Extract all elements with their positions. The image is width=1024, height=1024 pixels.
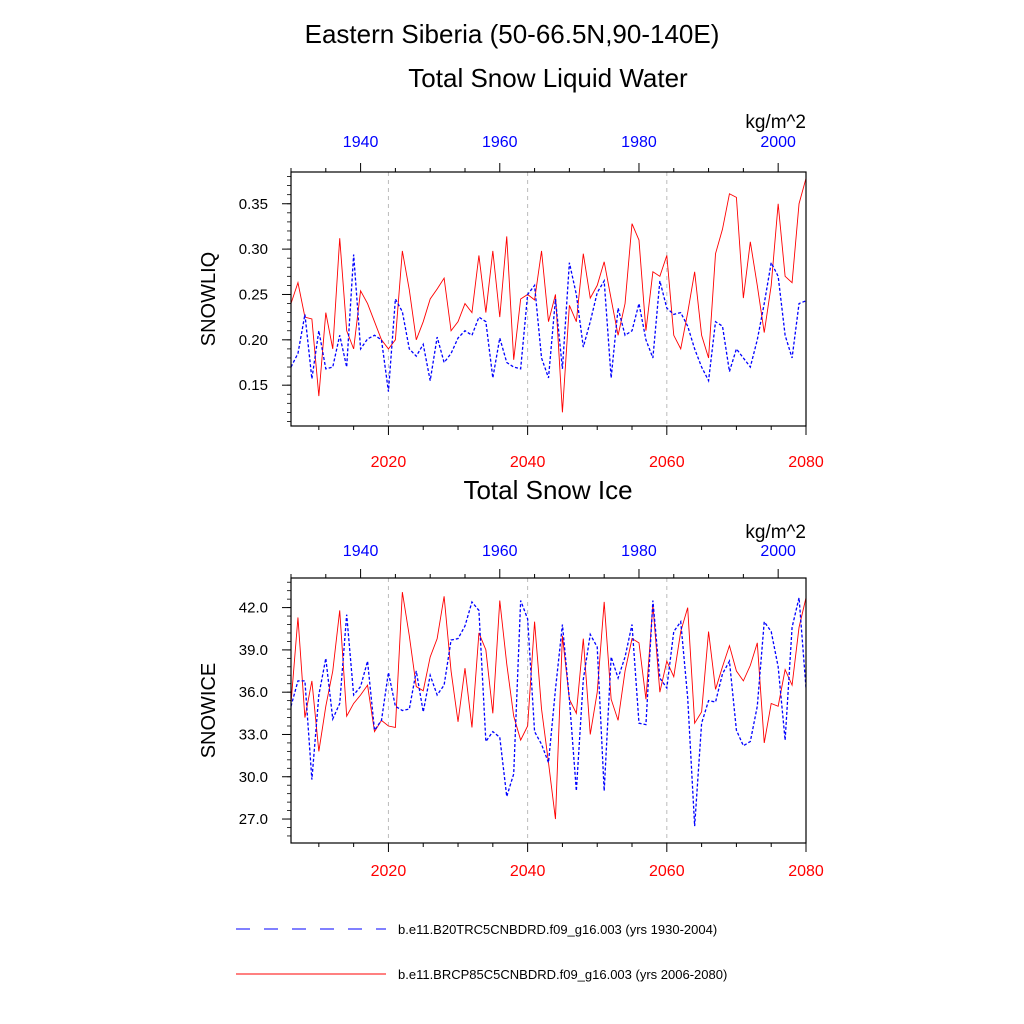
- snowice-rcp85-series-line: [291, 592, 806, 820]
- snowice-x-top-tick-label: 1980: [621, 543, 657, 560]
- snowliq-x-bottom-tick-label: 2060: [649, 454, 685, 471]
- snowliq-y-tick-label: 0.25: [239, 286, 268, 303]
- snowice-x-bottom-tick-label: 2020: [371, 863, 407, 880]
- snowice-y-tick-label: 27.0: [239, 811, 268, 828]
- snowice-y-axis-label: SNOWICE: [198, 663, 220, 759]
- snowice-y-tick-label: 42.0: [239, 600, 268, 617]
- snowliq-units-label: kg/m^2: [745, 112, 806, 133]
- snowliq-x-bottom-tick-label: 2020: [371, 454, 407, 471]
- snowice-x-top-tick-label: 2000: [760, 543, 796, 560]
- snowliq-y-tick-label: 0.20: [239, 332, 268, 349]
- snowice-y-tick-label: 33.0: [239, 726, 268, 743]
- snowice-y-tick-label: 30.0: [239, 769, 268, 786]
- snowice-historical-series-line: [291, 597, 806, 827]
- snowice-x-bottom-tick-label: 2040: [510, 863, 546, 880]
- snowice-x-top-tick-label: 1940: [343, 543, 379, 560]
- snowliq-y-tick-label: 0.30: [239, 241, 268, 258]
- snowliq-y-axis-label: SNOWLIQ: [198, 252, 220, 346]
- snowliq-x-top-tick-label: 1980: [621, 134, 657, 151]
- snowice-y-tick-label: 36.0: [239, 684, 268, 701]
- snowliq-x-top-tick-label: 2000: [760, 134, 796, 151]
- snowliq-x-top-tick-label: 1960: [482, 134, 518, 151]
- snowliq-title: Total Snow Liquid Water: [408, 63, 688, 93]
- snowliq-plot-frame: [290, 171, 807, 427]
- snowliq-x-bottom-tick-label: 2080: [788, 454, 824, 471]
- snowliq-x-top-tick-label: 1940: [343, 134, 379, 151]
- legend-entry-historical: b.e11.B20TRC5CNBDRD.f09_g16.003 (yrs 193…: [236, 922, 717, 937]
- snowliq-y-tick-label: 0.15: [239, 377, 268, 394]
- legend-label-historical: b.e11.B20TRC5CNBDRD.f09_g16.003 (yrs 193…: [398, 922, 717, 937]
- legend-entry-rcp85: b.e11.BRCP85C5CNBDRD.f09_g16.003 (yrs 20…: [236, 967, 727, 982]
- snowice-y-tick-label: 39.0: [239, 642, 268, 659]
- figure-title: Eastern Siberia (50-66.5N,90-140E): [305, 19, 720, 49]
- snowliq-panel: Total Snow Liquid Water kg/m^2 SNOWLIQ 0.15…: [198, 63, 824, 471]
- snowice-x-bottom-tick-label: 2080: [788, 863, 824, 880]
- snowliq-y-tick-label: 0.35: [239, 196, 268, 213]
- snowice-units-label: kg/m^2: [745, 522, 806, 543]
- snowliq-historical-series-line: [291, 254, 806, 392]
- legend: b.e11.B20TRC5CNBDRD.f09_g16.003 (yrs 193…: [236, 922, 727, 982]
- snowliq-rcp85-series-line: [291, 178, 806, 413]
- snowliq-x-bottom-tick-label: 2040: [510, 454, 546, 471]
- snowice-title: Total Snow Ice: [463, 475, 632, 505]
- snowice-x-bottom-tick-label: 2060: [649, 863, 685, 880]
- legend-label-rcp85: b.e11.BRCP85C5CNBDRD.f09_g16.003 (yrs 20…: [398, 967, 727, 982]
- snowice-plot-frame: [290, 577, 807, 844]
- snowice-x-top-tick-label: 1960: [482, 543, 518, 560]
- snowice-panel: Total Snow Ice kg/m^2 SNOWICE 27.0 30.0 33.0 3…: [198, 475, 824, 880]
